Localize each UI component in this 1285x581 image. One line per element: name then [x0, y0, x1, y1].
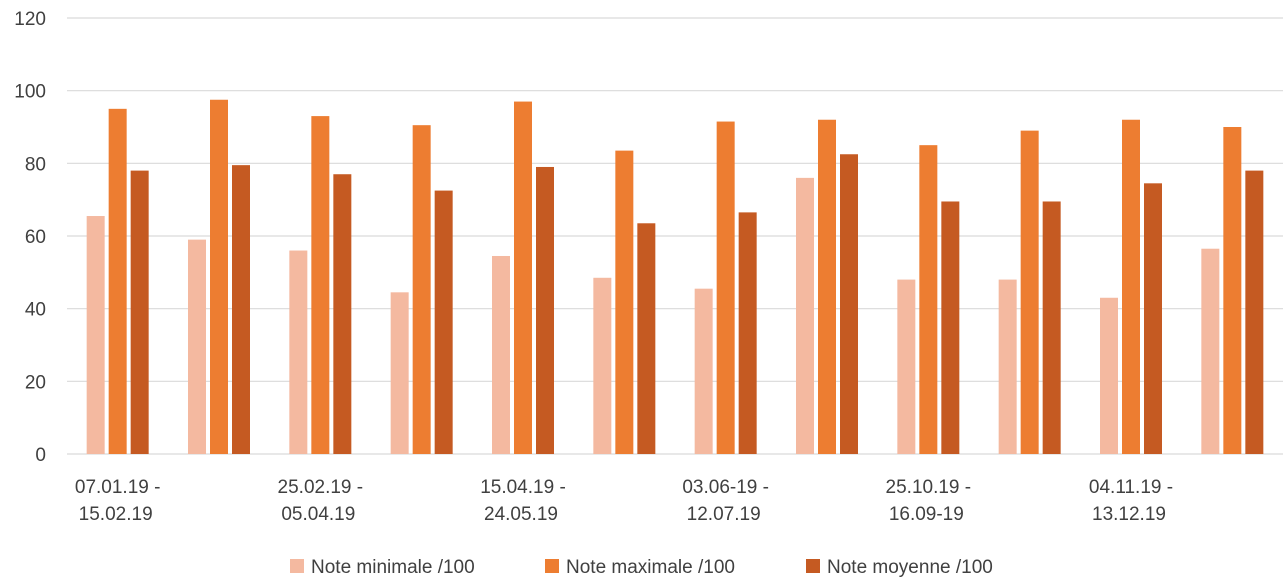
bar-moyenne [130, 170, 149, 454]
x-tick-label: 15.02.19 [79, 504, 153, 525]
bar-moyenne [232, 165, 250, 454]
bar-minimale [998, 279, 1017, 454]
bar-minimale [289, 250, 308, 454]
bar-maximale [1020, 130, 1039, 454]
bar-moyenne [941, 201, 960, 454]
bar-maximale [615, 150, 634, 454]
bar-moyenne [1144, 183, 1162, 455]
bar-moyenne [1245, 170, 1264, 454]
y-tick-label: 60 [25, 227, 46, 248]
legend-label: Note maximale /100 [566, 557, 735, 578]
legend-swatch [545, 559, 559, 573]
y-axis-ticks: 0 20 40 60 80 100 120 [14, 9, 46, 466]
bar-moyenne [738, 212, 757, 454]
bar-maximale [1122, 119, 1140, 454]
y-tick-label: 100 [14, 82, 46, 103]
bar-maximale [412, 125, 431, 454]
bars [86, 99, 1264, 455]
bar-minimale [86, 216, 105, 454]
bar-moyenne [637, 223, 656, 454]
bar-maximale [210, 99, 228, 454]
bar-minimale [188, 239, 206, 454]
y-tick-label: 120 [14, 9, 46, 30]
x-tick-label: 12.07.19 [687, 504, 761, 525]
bar-minimale [1100, 297, 1118, 454]
x-tick-label: 03.06-19 - [682, 477, 769, 498]
x-tick-label: 25.10.19 - [886, 477, 972, 498]
y-tick-label: 80 [25, 154, 46, 175]
y-tick-label: 0 [35, 445, 46, 466]
x-axis-ticks: 07.01.19 - 15.02.19 25.02.19 - 05.04.19 15.0… [75, 477, 1173, 525]
bar-minimale [593, 277, 612, 454]
x-tick-label: 07.01.19 - [75, 477, 161, 498]
bar-moyenne [1042, 201, 1061, 454]
x-tick-label: 24.05.19 [484, 504, 558, 525]
bar-moyenne [333, 174, 352, 454]
legend-swatch [290, 559, 304, 573]
bar-maximale [919, 145, 938, 454]
legend-label: Note moyenne /100 [827, 557, 993, 578]
bar-minimale [694, 288, 713, 454]
legend: Note minimale /100 Note maximale /100 Note… [290, 557, 993, 578]
bar-maximale [514, 101, 532, 455]
x-tick-label: 05.04.19 [281, 504, 355, 525]
legend-swatch [806, 559, 820, 573]
x-tick-label: 25.02.19 - [278, 477, 364, 498]
bar-minimale [1201, 248, 1220, 454]
x-tick-label: 13.12.19 [1092, 504, 1166, 525]
bar-minimale [492, 255, 510, 454]
bar-maximale [108, 108, 127, 454]
bar-moyenne [434, 190, 453, 455]
bar-maximale [818, 119, 836, 454]
legend-label: Note minimale /100 [311, 557, 475, 578]
bar-moyenne [840, 154, 858, 454]
y-tick-label: 20 [25, 372, 46, 393]
bar-maximale [716, 121, 735, 455]
bar-maximale [311, 116, 330, 454]
x-tick-label: 15.04.19 - [480, 477, 566, 498]
gridlines [67, 17, 1283, 455]
x-tick-label: 16.09-19 [889, 504, 964, 525]
x-tick-label: 04.11.19 - [1089, 477, 1173, 498]
y-tick-label: 40 [25, 300, 46, 321]
bar-minimale [390, 292, 409, 454]
bar-minimale [897, 279, 916, 454]
bar-minimale [796, 177, 814, 454]
bar-maximale [1223, 127, 1242, 454]
bar-moyenne [536, 166, 554, 454]
